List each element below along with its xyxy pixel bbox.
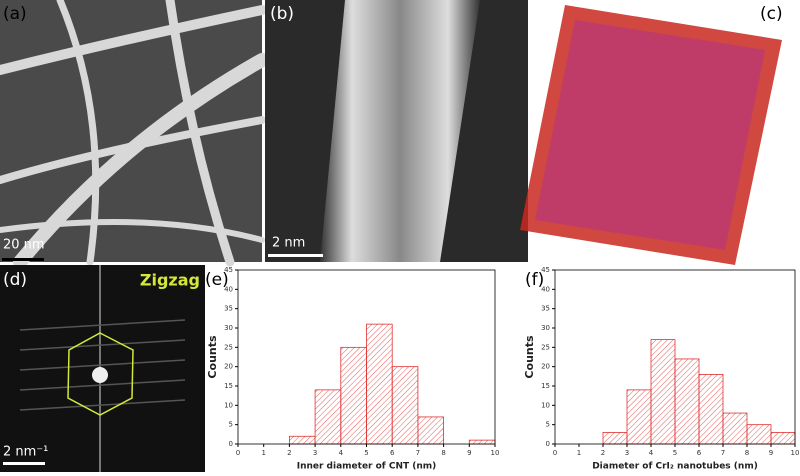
y-tick-label: 25 — [541, 343, 550, 351]
y-tick-label: 15 — [224, 382, 233, 390]
x-tick-label: 2 — [601, 449, 605, 457]
y-axis-label: Counts — [523, 335, 536, 379]
y-tick-label: 10 — [224, 401, 233, 409]
y-axis-label: Counts — [206, 335, 219, 379]
y-tick-label: 25 — [224, 343, 233, 351]
x-tick-label: 1 — [261, 449, 265, 457]
x-tick-label: 7 — [721, 449, 725, 457]
y-tick-label: 0 — [546, 440, 550, 448]
bar — [391, 366, 419, 445]
y-tick-label: 30 — [224, 324, 233, 332]
panel-label: (b) — [270, 4, 294, 24]
x-tick-label: 1 — [577, 449, 581, 457]
x-tick-label: 9 — [769, 449, 773, 457]
panel-label: (a) — [3, 4, 27, 24]
bar — [417, 416, 444, 445]
y-tick-label: 45 — [541, 266, 550, 274]
x-tick-label: 3 — [625, 449, 629, 457]
x-axis-label: Diameter of CrI₂ nanotubes (nm) — [592, 462, 758, 472]
y-tick-label: 30 — [541, 324, 550, 332]
panel-b-image — [265, 0, 528, 262]
x-tick-label: 4 — [649, 449, 654, 457]
bar — [366, 323, 393, 445]
bar — [722, 412, 748, 445]
x-tick-label: 4 — [339, 449, 344, 457]
y-tick-label: 35 — [541, 305, 550, 313]
bar — [674, 358, 700, 445]
y-tick-label: 0 — [229, 440, 233, 448]
x-axis-label: Inner diameter of CNT (nm) — [297, 462, 437, 472]
x-tick-label: 6 — [697, 449, 702, 457]
y-tick-label: 15 — [541, 382, 550, 390]
bar — [770, 431, 796, 445]
x-tick-label: 8 — [441, 449, 445, 457]
x-tick-label: 9 — [467, 449, 471, 457]
panel-d-image — [0, 265, 205, 472]
bar — [746, 424, 772, 445]
x-tick-label: 10 — [491, 449, 500, 457]
bar — [626, 389, 652, 445]
x-tick-label: 10 — [791, 449, 800, 457]
y-tick-label: 20 — [224, 363, 233, 371]
y-tick-label: 40 — [541, 285, 550, 293]
y-tick-label: 5 — [546, 421, 550, 429]
panel-label: (e) — [205, 270, 229, 290]
x-tick-label: 5 — [673, 449, 677, 457]
y-tick-label: 40 — [224, 285, 233, 293]
panel-label: (c) — [760, 4, 783, 24]
bar — [650, 339, 676, 445]
y-tick-label: 20 — [541, 363, 550, 371]
scale-bar-label: 20 nm — [3, 238, 45, 253]
bar — [698, 373, 724, 445]
y-tick-label: 10 — [541, 401, 550, 409]
x-tick-label: 7 — [416, 449, 420, 457]
x-tick-label: 3 — [313, 449, 317, 457]
y-tick-label: 35 — [224, 305, 233, 313]
bar — [288, 435, 316, 445]
y-tick-label: 5 — [229, 421, 233, 429]
bar — [602, 431, 628, 445]
panel-label: (d) — [3, 270, 27, 290]
scale-bar-label: 2 nm — [272, 236, 305, 251]
x-tick-label: 2 — [287, 449, 291, 457]
scale-bar-label: 2 nm⁻¹ — [3, 445, 48, 460]
x-tick-label: 0 — [236, 449, 240, 457]
bar — [340, 346, 367, 445]
y-tick-label: 45 — [224, 266, 233, 274]
x-tick-label: 5 — [364, 449, 368, 457]
x-tick-label: 0 — [553, 449, 557, 457]
panel-a-image — [0, 0, 269, 269]
x-tick-label: 6 — [390, 449, 395, 457]
x-tick-label: 8 — [745, 449, 749, 457]
panel-label: (f) — [525, 270, 544, 290]
bar — [314, 389, 342, 445]
bar — [468, 439, 496, 445]
panel-c-image — [520, 5, 782, 265]
annotation: Zigzag — [140, 271, 200, 290]
